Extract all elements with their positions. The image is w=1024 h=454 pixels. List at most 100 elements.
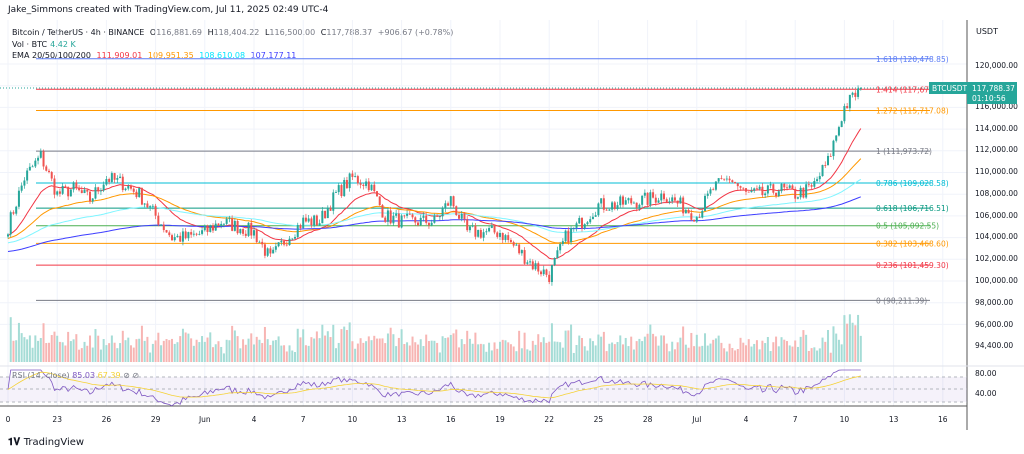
time-axis-label: 16 bbox=[446, 415, 456, 424]
volume-bar bbox=[406, 342, 409, 362]
volume-bar bbox=[507, 342, 510, 362]
candle bbox=[157, 215, 160, 225]
candle bbox=[430, 222, 433, 226]
candle bbox=[244, 233, 247, 236]
volume-bar bbox=[94, 329, 97, 362]
volume-bar bbox=[540, 342, 542, 362]
rsi-label[interactable]: RSI (14, close) bbox=[12, 371, 70, 380]
volume-bar bbox=[67, 331, 70, 362]
candle bbox=[108, 179, 111, 182]
candle bbox=[512, 242, 515, 246]
volume-bar bbox=[468, 338, 471, 362]
candle bbox=[397, 213, 400, 228]
candle bbox=[597, 203, 600, 216]
candle bbox=[206, 225, 209, 232]
volume-bar bbox=[436, 342, 439, 362]
ema-label[interactable]: EMA 20/50/100/200 bbox=[12, 51, 91, 60]
tradingview-logo[interactable]: 𝟏𝐕 TradingView bbox=[8, 437, 84, 448]
volume-bar bbox=[255, 336, 258, 362]
volume-bar bbox=[725, 351, 728, 362]
candle bbox=[591, 216, 594, 220]
volume-bar bbox=[99, 349, 102, 362]
volume-bar bbox=[291, 350, 294, 362]
low-value: 116,500.00 bbox=[269, 28, 316, 37]
volume-bar bbox=[755, 340, 758, 362]
volume-bar bbox=[616, 342, 619, 362]
symbol-title[interactable]: Bitcoin / TetherUS · 4h · BINANCE bbox=[12, 28, 145, 37]
volume-bar bbox=[430, 340, 433, 362]
volume-bar bbox=[250, 333, 253, 362]
fib-level-label: 1 (111,973.72) bbox=[876, 147, 932, 156]
volume-bar bbox=[714, 338, 717, 362]
volume-bar bbox=[408, 345, 411, 362]
candle bbox=[827, 155, 829, 166]
candle bbox=[285, 244, 288, 246]
candle bbox=[545, 269, 548, 275]
volume-bar bbox=[326, 331, 329, 362]
rsi-axis-label: 80.00 bbox=[975, 369, 997, 378]
symbol-legend: Bitcoin / TetherUS · 4h · BINANCE O116,8… bbox=[12, 27, 456, 62]
volume-bar bbox=[89, 335, 91, 362]
candle bbox=[460, 213, 463, 219]
candle bbox=[758, 186, 761, 189]
volume-bar bbox=[649, 324, 652, 362]
candle bbox=[540, 271, 542, 275]
candle bbox=[78, 187, 81, 191]
candle bbox=[277, 242, 280, 247]
volume-bar bbox=[742, 342, 745, 362]
candle bbox=[761, 186, 764, 196]
candle bbox=[367, 181, 370, 191]
candle bbox=[638, 204, 641, 208]
volume-bar bbox=[671, 341, 674, 362]
candle bbox=[12, 212, 15, 214]
volume-bar bbox=[285, 351, 288, 362]
candle bbox=[42, 151, 45, 167]
open-label: O bbox=[149, 28, 157, 37]
currency-label[interactable]: USDT bbox=[976, 27, 998, 36]
volume-bar bbox=[116, 348, 119, 362]
hidden-value-icon: ⊘ ⊘ bbox=[123, 371, 140, 380]
rsi-ma-value: 67.39 bbox=[97, 371, 121, 380]
volume-bar bbox=[504, 340, 507, 362]
candle bbox=[419, 217, 422, 226]
volume-bar bbox=[105, 345, 108, 362]
volume-bar bbox=[567, 330, 570, 362]
volume-bar bbox=[531, 340, 534, 362]
volume-label[interactable]: Vol · BTC bbox=[12, 39, 48, 49]
time-axis-label: 25 bbox=[594, 415, 604, 424]
volume-value: 4.42 K bbox=[50, 39, 76, 49]
volume-bar bbox=[526, 349, 529, 362]
volume-bar bbox=[198, 342, 201, 362]
volume-bar bbox=[422, 346, 425, 362]
volume-bar bbox=[192, 345, 195, 362]
volume-bar bbox=[709, 343, 712, 362]
high-value: 118,404.22 bbox=[213, 28, 260, 37]
candle bbox=[572, 227, 575, 229]
volume-bar bbox=[796, 346, 799, 362]
volume-bar bbox=[242, 339, 245, 362]
candle bbox=[124, 188, 127, 191]
volume-bar bbox=[561, 347, 564, 362]
volume-bar bbox=[753, 343, 756, 362]
candle bbox=[315, 215, 318, 226]
volume-bar bbox=[348, 322, 351, 362]
price-axis-label: 120,000.00 bbox=[975, 61, 1018, 70]
candle bbox=[679, 197, 682, 204]
candle bbox=[272, 249, 275, 254]
candle bbox=[534, 263, 537, 270]
volume-bar bbox=[824, 341, 827, 362]
candle bbox=[518, 244, 521, 254]
candle bbox=[212, 225, 214, 231]
candle bbox=[110, 173, 113, 182]
volume-bar bbox=[843, 315, 846, 362]
candle bbox=[444, 203, 447, 209]
candle bbox=[602, 198, 605, 210]
volume-bar bbox=[463, 344, 466, 362]
low-label: L bbox=[264, 28, 270, 37]
candle bbox=[821, 165, 824, 177]
rsi-axis-label: 40.00 bbox=[975, 389, 997, 398]
candle bbox=[214, 223, 217, 231]
volume-bar bbox=[444, 337, 447, 362]
volume-bar bbox=[307, 345, 310, 362]
